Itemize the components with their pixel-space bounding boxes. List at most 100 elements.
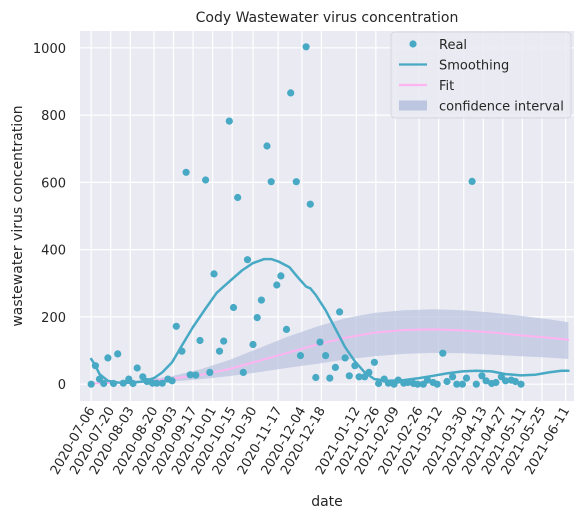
real-point — [206, 368, 214, 376]
real-point — [492, 378, 500, 387]
real-point — [133, 364, 141, 372]
confidence-band — [91, 309, 569, 384]
real-point — [443, 377, 451, 386]
real-point — [472, 380, 480, 388]
real-point — [225, 117, 233, 125]
real-point — [439, 349, 447, 357]
real-point — [114, 350, 122, 358]
real-point — [119, 379, 127, 387]
legend-label: confidence interval — [439, 100, 564, 115]
real-points — [87, 43, 525, 388]
legend-box — [390, 31, 572, 119]
real-point — [100, 379, 108, 388]
legend: Real Smoothing Fit confidence interval — [390, 31, 572, 119]
real-point — [267, 178, 275, 186]
real-point — [296, 352, 305, 360]
real-point — [172, 322, 180, 330]
legend-label: Real — [439, 38, 467, 53]
real-point — [109, 379, 118, 388]
real-point — [316, 338, 324, 346]
real-point — [210, 270, 218, 278]
real-point — [104, 354, 112, 362]
legend-label: Smoothing — [439, 59, 509, 74]
real-point — [143, 377, 151, 386]
real-point — [336, 308, 344, 316]
real-point — [462, 374, 471, 382]
real-point — [249, 340, 257, 349]
real-point — [355, 373, 363, 381]
y-tick-label: 600 — [41, 176, 66, 191]
real-point — [277, 272, 285, 280]
real-point — [312, 373, 320, 382]
real-point — [331, 363, 339, 371]
confidence-band-area — [91, 309, 569, 384]
real-point — [91, 362, 99, 370]
real-point — [458, 380, 466, 388]
real-point — [345, 372, 353, 380]
real-point — [394, 376, 402, 384]
real-point — [511, 377, 519, 386]
real-point — [449, 373, 457, 381]
real-point — [192, 371, 200, 379]
real-point — [292, 178, 300, 186]
real-point — [453, 380, 461, 388]
real-point — [253, 314, 261, 322]
real-point — [478, 372, 486, 380]
real-point — [384, 379, 392, 387]
y-tick-label: 800 — [41, 109, 66, 124]
real-point — [370, 358, 378, 366]
real-point — [351, 362, 359, 370]
real-point — [263, 142, 271, 150]
real-point — [168, 377, 176, 385]
real-point — [287, 89, 295, 97]
real-point — [306, 200, 314, 208]
chart-title: Cody Wastewater virus concentration — [196, 10, 459, 26]
real-point — [273, 281, 281, 289]
real-point — [215, 347, 224, 355]
real-point — [433, 380, 441, 388]
real-point — [220, 337, 228, 345]
x-axis-ticks: 2020-07-062020-07-202020-08-032020-08-20… — [48, 405, 573, 478]
y-tick-label: 200 — [41, 311, 66, 326]
real-point — [239, 368, 247, 376]
real-point — [182, 168, 190, 176]
real-point — [243, 256, 252, 264]
real-point — [158, 379, 166, 387]
real-point — [153, 379, 161, 387]
real-point — [326, 374, 334, 382]
real-point — [517, 380, 525, 388]
real-point — [375, 379, 383, 388]
real-point — [423, 376, 432, 384]
real-point — [196, 336, 204, 345]
smoothing-line — [89, 257, 570, 385]
legend-marker-band — [399, 100, 427, 111]
real-point — [365, 368, 373, 376]
real-point — [129, 379, 137, 388]
real-point — [186, 371, 194, 379]
real-point — [322, 352, 330, 360]
real-point — [482, 377, 490, 385]
legend-marker-real — [409, 40, 417, 48]
y-tick-label: 0 — [58, 378, 66, 393]
real-point — [202, 176, 210, 184]
y-axis-label: wastewater virus concentration — [10, 105, 26, 326]
real-point — [414, 380, 422, 388]
real-point — [178, 347, 186, 355]
real-point — [229, 303, 238, 312]
real-point — [139, 373, 147, 381]
real-point — [257, 296, 265, 304]
y-axis-ticks: 0 200 400 600 800 1000 — [33, 42, 66, 393]
real-point — [282, 325, 291, 333]
smoothing-curve — [89, 257, 570, 385]
x-axis-label: date — [311, 494, 343, 510]
real-point — [341, 354, 349, 362]
real-point — [302, 43, 310, 51]
real-point — [502, 377, 510, 385]
real-point — [234, 193, 242, 202]
legend-label: Fit — [439, 79, 454, 94]
y-tick-label: 1000 — [33, 42, 66, 57]
y-tick-label: 400 — [41, 244, 66, 259]
real-point — [87, 380, 95, 388]
real-point — [468, 177, 476, 185]
